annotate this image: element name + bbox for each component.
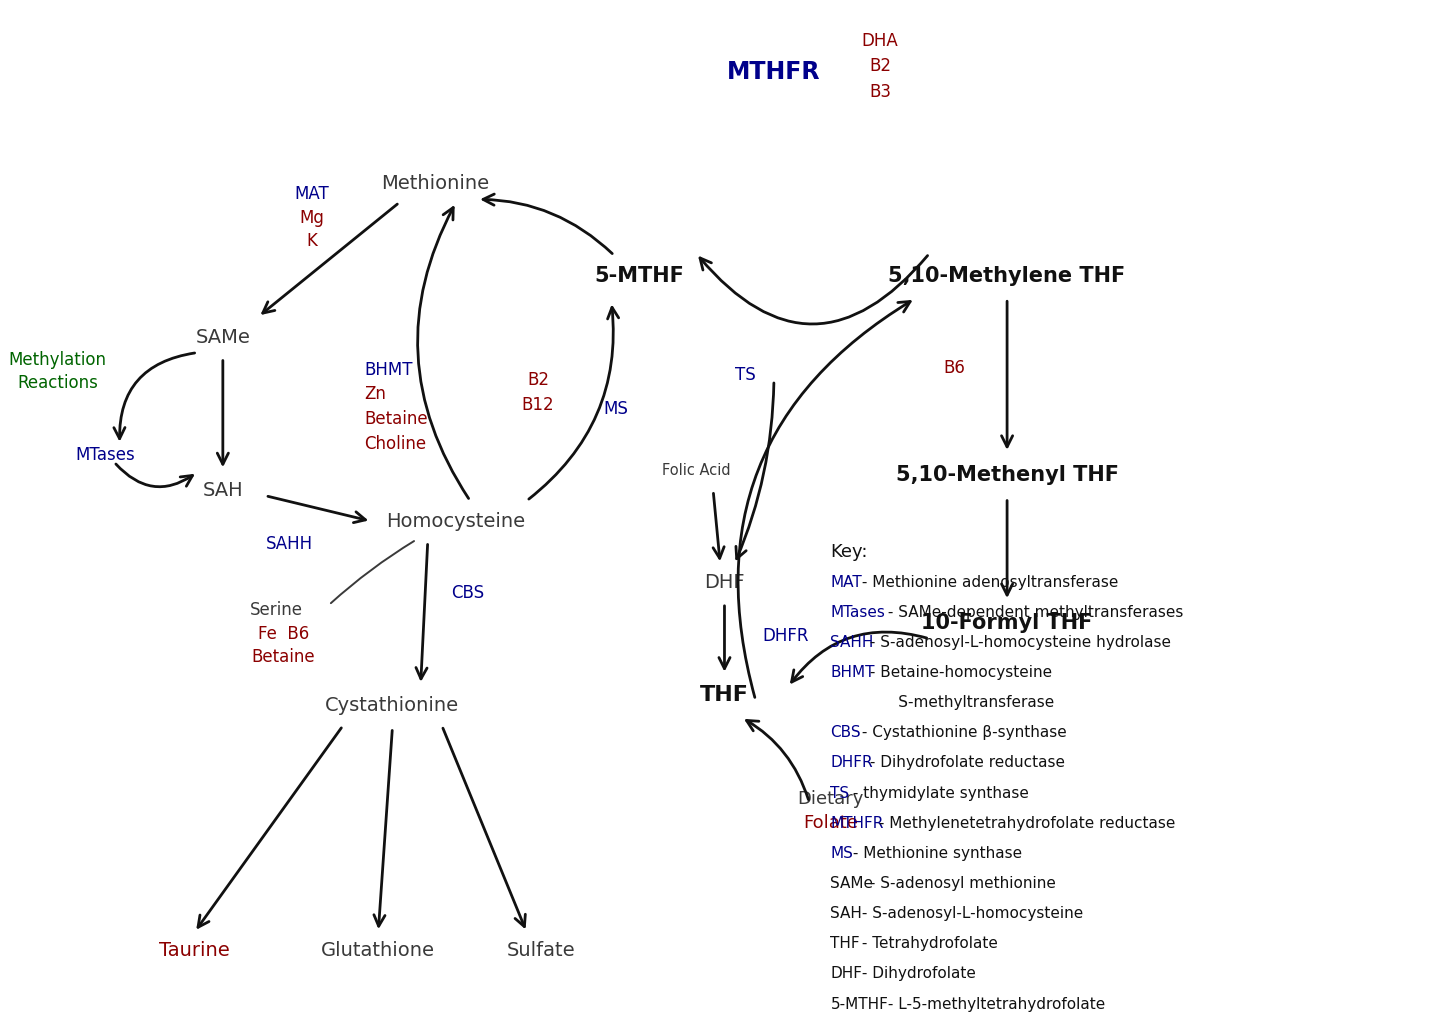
Text: Folate: Folate xyxy=(803,814,859,832)
Text: Folic Acid: Folic Acid xyxy=(663,463,730,477)
Text: Betaine: Betaine xyxy=(363,410,428,428)
Text: - Methionine synthase: - Methionine synthase xyxy=(849,846,1022,861)
Text: MTases: MTases xyxy=(830,605,886,619)
Text: Reactions: Reactions xyxy=(17,374,97,392)
Text: SAHH: SAHH xyxy=(830,635,874,650)
Text: TS: TS xyxy=(830,786,850,800)
Text: SAH: SAH xyxy=(203,481,243,500)
Text: Zn: Zn xyxy=(363,385,386,404)
Text: DHF: DHF xyxy=(704,573,744,592)
Text: Cystathionine: Cystathionine xyxy=(325,696,459,714)
Text: Key:: Key: xyxy=(830,543,869,561)
Text: - L-5-methyltetrahydrofolate: - L-5-methyltetrahydrofolate xyxy=(883,996,1105,1012)
Text: MS: MS xyxy=(830,846,853,861)
Text: MTHFR: MTHFR xyxy=(727,59,821,84)
Text: DHFR: DHFR xyxy=(761,626,809,645)
Text: - S-adenosyl methionine: - S-adenosyl methionine xyxy=(866,876,1056,891)
Text: - thymidylate synthase: - thymidylate synthase xyxy=(849,786,1029,800)
Text: B6: B6 xyxy=(944,359,966,377)
Text: Betaine: Betaine xyxy=(252,648,315,666)
Text: Fe  B6: Fe B6 xyxy=(258,624,309,643)
Text: 5-MTHF: 5-MTHF xyxy=(830,996,889,1012)
Text: - Methionine adenosyltransferase: - Methionine adenosyltransferase xyxy=(857,574,1118,590)
Text: Glutathione: Glutathione xyxy=(322,941,435,960)
Text: SAHH: SAHH xyxy=(266,535,313,553)
Text: - S-adenosyl-L-homocysteine: - S-adenosyl-L-homocysteine xyxy=(857,907,1083,921)
Text: 5-MTHF: 5-MTHF xyxy=(595,266,684,286)
Text: 5,10-Methylene THF: 5,10-Methylene THF xyxy=(889,266,1126,286)
Text: - S-adenosyl-L-homocysteine hydrolase: - S-adenosyl-L-homocysteine hydrolase xyxy=(866,635,1172,650)
Text: MAT: MAT xyxy=(830,574,863,590)
Text: MTases: MTases xyxy=(76,446,136,464)
Text: 10-Formyl THF: 10-Formyl THF xyxy=(922,613,1093,634)
Text: DHA: DHA xyxy=(861,32,899,50)
Text: Taurine: Taurine xyxy=(159,941,230,960)
Text: SAH: SAH xyxy=(830,907,863,921)
Text: Dietary: Dietary xyxy=(797,790,864,808)
Text: S-methyltransferase: S-methyltransferase xyxy=(830,695,1055,710)
Text: Homocysteine: Homocysteine xyxy=(386,512,525,530)
Text: CBS: CBS xyxy=(830,726,861,740)
Text: THF: THF xyxy=(830,936,860,951)
Text: K: K xyxy=(306,232,318,250)
Text: - Dihydrofolate: - Dihydrofolate xyxy=(857,967,976,981)
Text: BHMT: BHMT xyxy=(830,665,874,680)
Text: THF: THF xyxy=(700,685,748,705)
Text: B2: B2 xyxy=(527,371,550,389)
Text: DHFR: DHFR xyxy=(830,755,873,771)
Text: Choline: Choline xyxy=(363,434,426,453)
Text: - Betaine-homocysteine: - Betaine-homocysteine xyxy=(866,665,1053,680)
Text: BHMT: BHMT xyxy=(363,361,412,379)
Text: MTHFR: MTHFR xyxy=(830,816,884,831)
Text: - Cystathionine β-synthase: - Cystathionine β-synthase xyxy=(857,726,1066,740)
Text: - Methylenetetrahydrofolate reductase: - Methylenetetrahydrofolate reductase xyxy=(874,816,1176,831)
Text: SAMe: SAMe xyxy=(196,328,250,346)
Text: MAT: MAT xyxy=(295,185,329,203)
Text: Methylation: Methylation xyxy=(9,351,106,369)
Text: - SAMe-dependent methyltransferases: - SAMe-dependent methyltransferases xyxy=(883,605,1183,619)
Text: Methionine: Methionine xyxy=(381,175,489,193)
Text: Serine: Serine xyxy=(250,601,303,619)
Text: B2: B2 xyxy=(869,57,892,76)
Text: SAMe: SAMe xyxy=(830,876,873,891)
Text: - Dihydrofolate reductase: - Dihydrofolate reductase xyxy=(866,755,1066,771)
Text: 5,10-Methenyl THF: 5,10-Methenyl THF xyxy=(896,465,1119,485)
Text: Mg: Mg xyxy=(299,208,325,227)
Text: TS: TS xyxy=(736,366,756,384)
Text: B3: B3 xyxy=(869,83,892,101)
Text: DHF: DHF xyxy=(830,967,863,981)
Text: - Tetrahydrofolate: - Tetrahydrofolate xyxy=(857,936,997,951)
Text: MS: MS xyxy=(604,400,628,418)
Text: Sulfate: Sulfate xyxy=(507,941,575,960)
Text: CBS: CBS xyxy=(451,584,484,602)
Text: B12: B12 xyxy=(522,396,554,414)
